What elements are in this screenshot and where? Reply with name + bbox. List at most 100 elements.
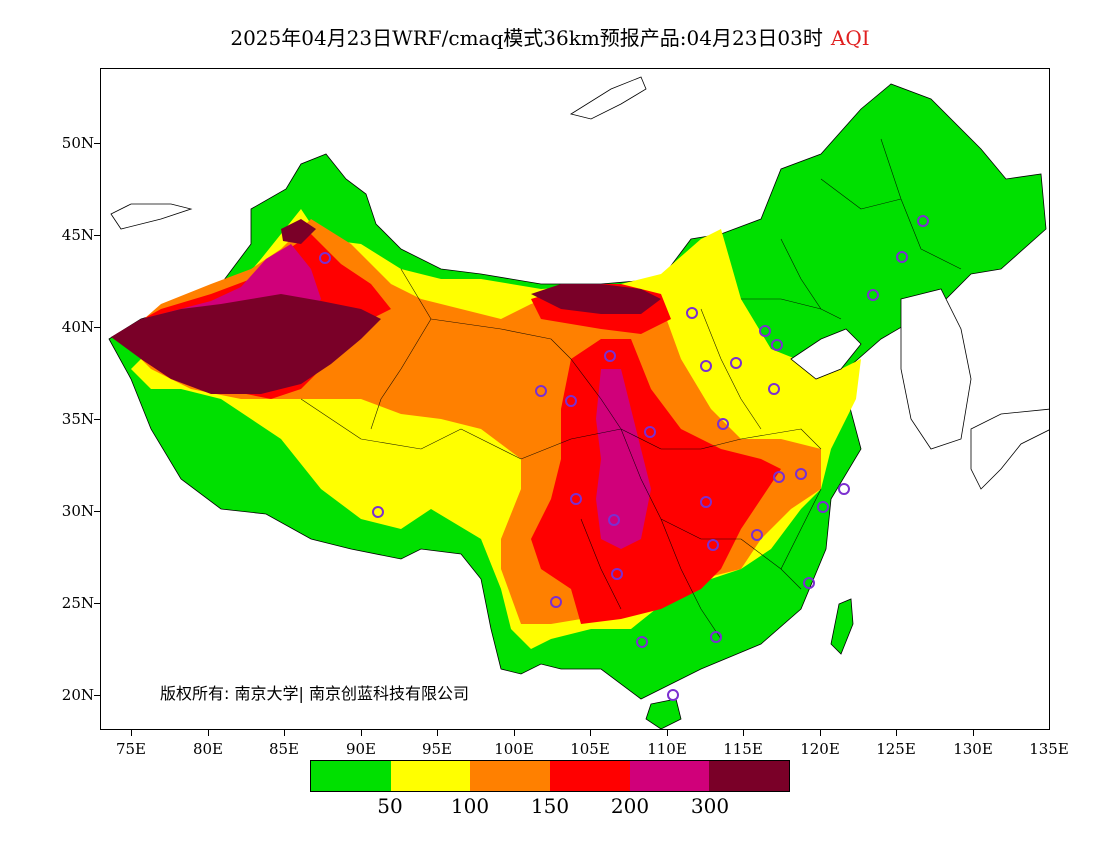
- lat-label: 25N: [61, 594, 94, 612]
- legend-swatch-yellow: [390, 761, 471, 791]
- station-marker: [717, 418, 729, 430]
- station-marker: [644, 426, 656, 438]
- map-frame: [100, 68, 1050, 730]
- lat-tick: [94, 235, 100, 236]
- station-marker: [795, 468, 807, 480]
- lat-tick: [94, 695, 100, 696]
- lon-label: 105E: [570, 740, 610, 758]
- lon-label: 130E: [953, 740, 993, 758]
- lon-label: 85E: [268, 740, 300, 758]
- station-marker: [838, 483, 850, 495]
- lon-tick: [896, 730, 897, 736]
- station-marker: [707, 539, 719, 551]
- lon-tick: [667, 730, 668, 736]
- station-marker: [759, 325, 771, 337]
- lon-label: 90E: [345, 740, 377, 758]
- aqi-map: [108, 76, 1049, 729]
- taiwan-island: [830, 598, 854, 655]
- lat-label: 40N: [61, 318, 94, 336]
- station-marker: [667, 689, 679, 701]
- japan-coastline: [970, 408, 1049, 490]
- lon-label: 75E: [115, 740, 147, 758]
- station-marker: [768, 383, 780, 395]
- legend-swatch-red: [550, 761, 630, 791]
- station-marker: [565, 395, 577, 407]
- station-marker: [700, 496, 712, 508]
- legend-label: 100: [450, 794, 490, 818]
- station-marker: [604, 350, 616, 362]
- legend-label: 300: [690, 794, 730, 818]
- lon-tick: [514, 730, 515, 736]
- station-marker: [550, 596, 562, 608]
- lon-tick: [284, 730, 285, 736]
- lat-label: 45N: [61, 226, 94, 244]
- lon-label: 95E: [421, 740, 453, 758]
- title-text: 2025年04月23日WRF/cmaq模式36km预报产品:04月23日03时: [230, 26, 823, 50]
- map-title: 2025年04月23日WRF/cmaq模式36km预报产品:04月23日03时 A…: [0, 22, 1100, 51]
- lat-tick: [94, 419, 100, 420]
- station-marker: [867, 289, 879, 301]
- station-marker: [710, 631, 722, 643]
- lat-tick: [94, 511, 100, 512]
- station-markers: [319, 215, 929, 701]
- lon-tick: [361, 730, 362, 736]
- russia-coast: [569, 76, 647, 120]
- lon-tick: [131, 730, 132, 736]
- station-marker: [570, 493, 582, 505]
- aqi-red-region-central: [531, 339, 781, 624]
- lon-tick: [208, 730, 209, 736]
- lon-label: 80E: [192, 740, 224, 758]
- bohai-sea: [790, 328, 862, 380]
- legend-label: 150: [530, 794, 570, 818]
- province-borders: [300, 138, 962, 640]
- station-marker: [751, 529, 763, 541]
- copyright-text: 版权所有: 南京大学| 南京创蓝科技有限公司: [160, 684, 469, 703]
- legend-swatch-green: [311, 761, 391, 791]
- station-marker: [803, 577, 815, 589]
- lat-label: 30N: [61, 502, 94, 520]
- station-marker: [771, 339, 783, 351]
- lat-label: 35N: [61, 410, 94, 428]
- lon-tick: [820, 730, 821, 736]
- station-marker: [896, 251, 908, 263]
- title-variable: AQI: [830, 26, 870, 50]
- lon-label: 135E: [1029, 740, 1069, 758]
- lon-label: 125E: [876, 740, 916, 758]
- station-marker: [817, 501, 829, 513]
- station-marker: [535, 385, 547, 397]
- hainan-island: [645, 698, 682, 729]
- lon-label: 120E: [800, 740, 840, 758]
- legend-swatch-orange: [470, 761, 551, 791]
- lon-label: 115E: [723, 740, 763, 758]
- lat-tick: [94, 603, 100, 604]
- aqi-maroon-region-north: [531, 284, 661, 314]
- lon-label: 110E: [647, 740, 687, 758]
- aqi-magenta-region-central: [596, 369, 651, 549]
- station-marker: [773, 471, 785, 483]
- station-marker: [372, 506, 384, 518]
- lat-label: 20N: [61, 686, 94, 704]
- aqi-maroon-spot: [281, 219, 316, 244]
- kazakh-border: [110, 203, 193, 230]
- lat-tick: [94, 143, 100, 144]
- aqi-maroon-region: [111, 294, 381, 394]
- station-marker: [730, 357, 742, 369]
- legend-swatch-maroon: [709, 761, 790, 791]
- station-marker: [611, 568, 623, 580]
- korean-peninsula: [900, 288, 972, 450]
- lon-tick: [437, 730, 438, 736]
- legend-color-bar: [310, 760, 790, 792]
- legend-swatch-magenta: [629, 761, 710, 791]
- lat-label: 50N: [61, 134, 94, 152]
- lat-tick: [94, 327, 100, 328]
- station-marker: [608, 514, 620, 526]
- legend-label: 200: [610, 794, 650, 818]
- station-marker: [917, 215, 929, 227]
- lon-label: 100E: [494, 740, 534, 758]
- lon-tick: [973, 730, 974, 736]
- station-marker: [700, 360, 712, 372]
- station-marker: [686, 307, 698, 319]
- lon-tick: [590, 730, 591, 736]
- station-marker: [319, 252, 331, 264]
- legend-label: 50: [377, 794, 403, 818]
